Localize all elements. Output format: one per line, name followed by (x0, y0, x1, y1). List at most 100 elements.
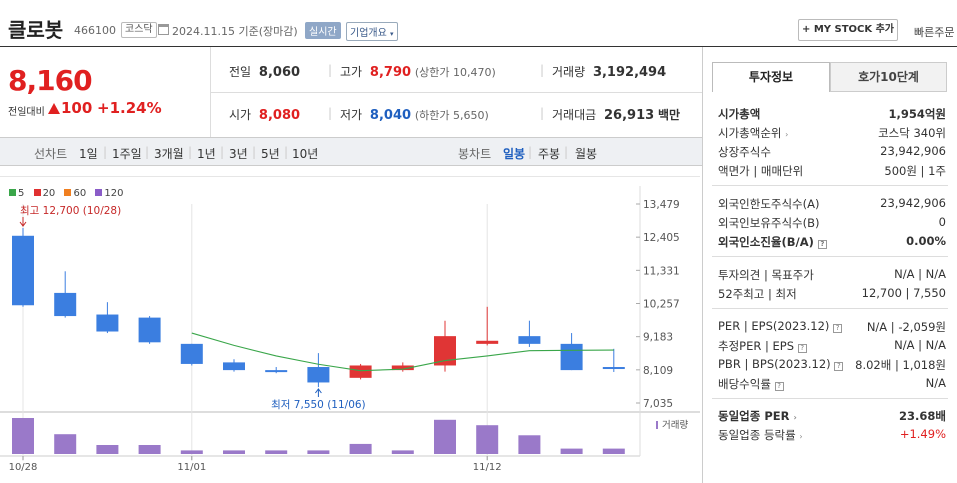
info-row: 상장주식수 23,942,906 (718, 144, 946, 159)
divider: | (252, 145, 257, 159)
candle-body (307, 367, 330, 383)
chevron-right-icon: › (785, 130, 789, 139)
amount-value: 26,913 (604, 108, 655, 123)
info-row: 외국인한도주식수(A) 23,942,906 (718, 196, 946, 211)
volume-bar (12, 418, 34, 454)
volume-bar (180, 450, 203, 454)
quick-order-link[interactable]: 빠른주문 (914, 26, 955, 39)
candle-body (265, 370, 288, 373)
period-1w[interactable]: 1주일 (112, 147, 142, 161)
chart-legend: 5 20 60 120 (9, 188, 124, 199)
chevron-right-icon: › (793, 413, 797, 422)
help-icon[interactable]: ? (797, 344, 807, 353)
open-value: 8,080 (258, 108, 301, 123)
open-label: 시가 (229, 108, 252, 122)
volume-legend-mark (656, 421, 658, 429)
volume-bar (560, 448, 583, 454)
help-icon[interactable]: ? (834, 362, 844, 371)
low-label: 저가 (340, 108, 363, 122)
candle-body (223, 362, 245, 371)
high-label: 고가 (340, 65, 363, 79)
chevron-down-icon: ▾ (390, 30, 394, 38)
volume-bar (434, 419, 456, 454)
legend-ma60: 60 (64, 188, 86, 199)
low-stat: 저가 8,040 (하한가 5,650) (340, 106, 489, 123)
price-chart[interactable]: 13,479 12,405 11,331 10,257 9,183 8,109 7,035 1… (0, 176, 700, 483)
period-monthly[interactable]: 월봉 (575, 147, 598, 161)
stock-name: 클로봇 (8, 18, 64, 42)
period-5y[interactable]: 5년 (261, 147, 280, 161)
period-1d[interactable]: 1일 (79, 147, 98, 161)
candle-body (138, 317, 161, 343)
legend-ma5: 5 (9, 188, 24, 199)
period-bar: 선차트 1일 | 1주일 | 3개월 | 1년 | 3년 | 5년 | 10년 … (0, 137, 702, 166)
divider: | (145, 145, 150, 159)
high-annotation: 최고 12,700 (10/28) (20, 205, 121, 217)
divider: | (528, 145, 533, 159)
panel-divider (702, 47, 703, 483)
high-stat: 고가 8,790 (상한가 10,470) (340, 63, 496, 80)
candle-body (518, 336, 541, 344)
current-price: 8,160 (8, 64, 93, 97)
volume-bar (265, 450, 288, 454)
up-triangle-icon (48, 103, 60, 114)
info-row[interactable]: 동일업종 PER › 23.68배 (718, 409, 946, 423)
volume-bar (518, 435, 541, 454)
legend-ma120: 120 (95, 188, 124, 199)
period-1y[interactable]: 1년 (197, 147, 216, 161)
period-daily[interactable]: 일봉 (503, 147, 526, 161)
calendar-icon (158, 24, 169, 35)
divider: | (328, 106, 333, 120)
change-amount: 100 (61, 99, 93, 117)
info-row[interactable]: 시가총액순위 › 코스닥 340위 (718, 126, 946, 140)
header-divider (0, 46, 957, 47)
quote-date: 2024.11.15 기준(장마감) (172, 25, 298, 38)
chevron-right-icon: › (799, 432, 803, 441)
period-3m[interactable]: 3개월 (154, 147, 184, 161)
info-row: 배당수익률 ? N/A (718, 376, 946, 391)
volume-stat: 거래량 3,192,494 (552, 63, 666, 80)
info-row: 외국인보유주식수(B) 0 (718, 215, 946, 230)
help-icon[interactable]: ? (774, 382, 784, 391)
tab-investment-info[interactable]: 투자정보 (712, 62, 830, 92)
y-tick-label: 8,109 (643, 365, 673, 377)
help-icon[interactable]: ? (833, 324, 843, 333)
change-value: 100 (48, 99, 92, 117)
add-mystock-button[interactable]: + MY STOCK 추가 (798, 19, 898, 41)
candle-body (602, 367, 625, 370)
volume-bar (602, 448, 625, 454)
volume-label: 거래량 (552, 65, 586, 79)
tab-orderbook[interactable]: 호가10단계 (830, 62, 947, 92)
help-icon[interactable]: ? (817, 240, 827, 249)
divider: | (328, 63, 333, 77)
divider: | (540, 63, 545, 77)
amount-stat: 거래대금 26,913 백만 (552, 106, 680, 123)
divider (712, 398, 948, 399)
divider (712, 185, 948, 186)
candle-body (349, 365, 372, 378)
line-chart-label: 선차트 (34, 147, 68, 161)
amount-unit: 백만 (658, 108, 681, 122)
period-3y[interactable]: 3년 (229, 147, 248, 161)
divider (712, 256, 948, 257)
candle-body (434, 336, 456, 366)
y-tick-label: 9,183 (643, 332, 673, 344)
y-tick-label: 7,035 (643, 398, 673, 410)
info-row: 액면가 | 매매단위 500원 | 1주 (718, 164, 946, 178)
info-row: 투자의견 | 목표주가 N/A | N/A (718, 267, 946, 282)
prev-close-stat: 전일 8,060 (229, 63, 300, 80)
period-weekly[interactable]: 주봉 (538, 147, 561, 161)
realtime-button[interactable]: 실시간 (305, 22, 341, 39)
ma5-line (191, 332, 614, 372)
period-10y[interactable]: 10년 (292, 147, 319, 161)
divider: | (284, 145, 289, 159)
candle-body (560, 343, 583, 371)
company-overview-button[interactable]: 기업개요 ▾ (346, 22, 398, 41)
divider: | (188, 145, 193, 159)
info-row[interactable]: 동일업종 등락률 › +1.49% (718, 427, 946, 442)
info-row: 추정PER | EPS ? N/A | N/A (718, 338, 946, 353)
volume-bar (349, 443, 372, 454)
divider (210, 92, 702, 93)
candle-body (12, 235, 34, 306)
info-row: 52주최고 | 최저 12,700 | 7,550 (718, 286, 946, 301)
